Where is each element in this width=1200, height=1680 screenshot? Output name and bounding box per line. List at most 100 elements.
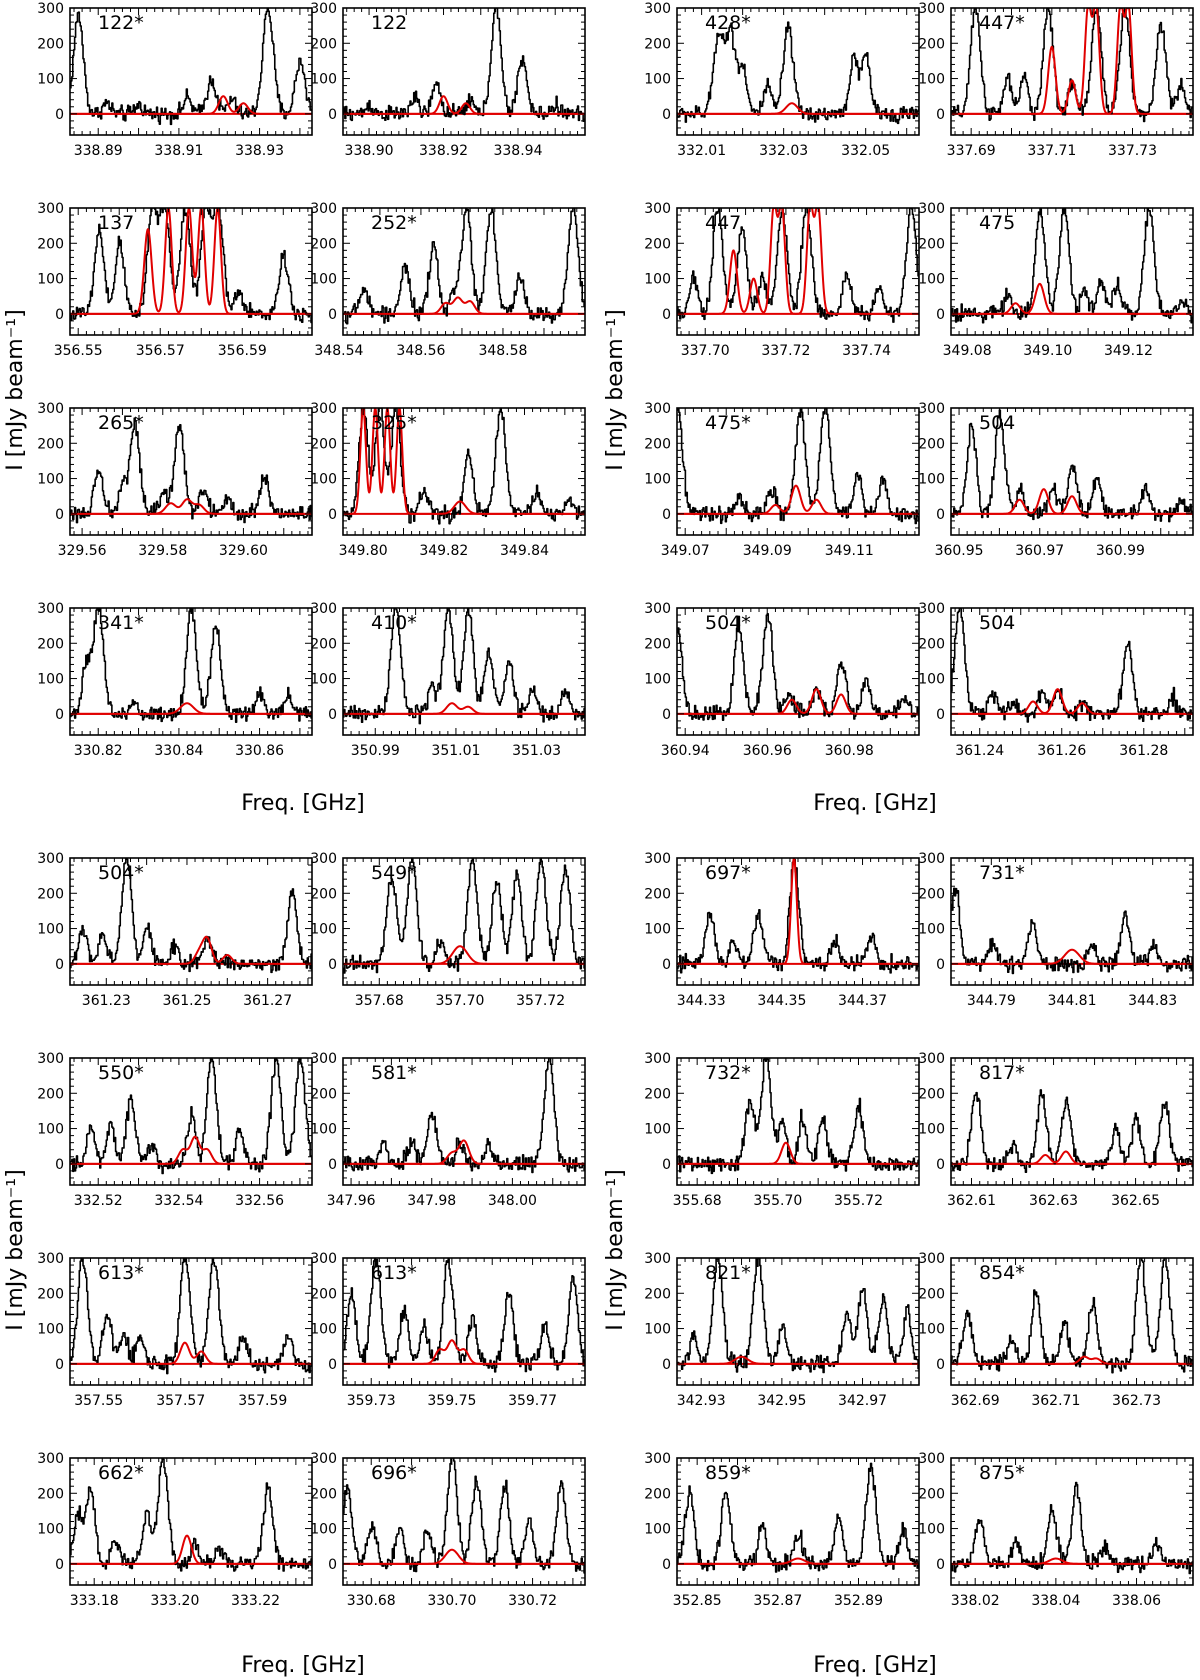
y-tick-label: 300 bbox=[918, 201, 945, 217]
y-tick-label: 0 bbox=[936, 1357, 945, 1373]
panel-p12: 0 100 200 300 360.95 360.97 360.99 504 bbox=[918, 401, 1194, 559]
x-tick-label: 356.59 bbox=[218, 343, 267, 359]
y-tick-label: 0 bbox=[936, 707, 945, 723]
panel-label: 581* bbox=[371, 1062, 417, 1084]
y-tick-label: 0 bbox=[662, 1557, 671, 1573]
model-spectrum bbox=[70, 1534, 312, 1565]
y-tick-label: 100 bbox=[644, 1322, 671, 1338]
y-tick-label: 100 bbox=[37, 672, 64, 688]
observed-spectrum bbox=[951, 208, 1193, 324]
x-tick-label: 356.57 bbox=[136, 343, 185, 359]
panel-label: 137 bbox=[98, 212, 134, 234]
plot-area bbox=[343, 1058, 585, 1174]
y-tick-label: 200 bbox=[310, 886, 337, 902]
plot-area bbox=[951, 8, 1193, 123]
x-tick-label: 357.72 bbox=[516, 993, 565, 1009]
panel-p30: 0 100 200 300 330.68 330.70 330.72 696* bbox=[310, 1451, 586, 1609]
model-spectrum bbox=[951, 282, 1193, 315]
plot-area bbox=[343, 408, 585, 525]
x-tick-label: 338.02 bbox=[951, 1593, 1000, 1609]
y-tick-label: 0 bbox=[936, 1557, 945, 1573]
x-tick-label: 348.56 bbox=[396, 343, 445, 359]
plot-area bbox=[70, 208, 312, 324]
panel-p15: 0 100 200 300 360.94 360.96 360.98 504* bbox=[644, 601, 920, 759]
x-tick-label: 329.56 bbox=[58, 543, 107, 559]
y-tick-label: 200 bbox=[37, 1286, 64, 1302]
y-tick-label: 300 bbox=[310, 401, 337, 417]
panel-label: 504* bbox=[98, 862, 144, 884]
x-tick-label: 344.33 bbox=[677, 993, 726, 1009]
x-tick-label: 333.18 bbox=[70, 1593, 119, 1609]
y-tick-label: 0 bbox=[328, 1157, 337, 1173]
panel-p28: 0 100 200 300 362.69 362.71 362.73 854* bbox=[918, 1251, 1194, 1409]
x-tick-label: 337.74 bbox=[842, 343, 891, 359]
x-tick-label: 362.73 bbox=[1112, 1393, 1161, 1409]
panel-p14: 0 100 200 300 350.99 351.01 351.03 410* bbox=[310, 601, 586, 759]
panel-p27: 0 100 200 300 342.93 342.95 342.97 821* bbox=[644, 1251, 920, 1409]
model-spectrum bbox=[70, 95, 312, 115]
model-spectrum bbox=[951, 1557, 1193, 1565]
model-spectrum bbox=[951, 688, 1193, 715]
observed-spectrum bbox=[343, 208, 585, 325]
x-tick-label: 360.95 bbox=[935, 543, 984, 559]
y-tick-label: 300 bbox=[644, 1251, 671, 1267]
plot-area bbox=[677, 858, 919, 974]
x-tick-label: 338.94 bbox=[493, 143, 542, 159]
x-tick-label: 344.81 bbox=[1048, 993, 1097, 1009]
x-tick-label: 329.60 bbox=[219, 543, 268, 559]
x-tick-label: 344.83 bbox=[1128, 993, 1177, 1009]
panel-p26: 0 100 200 300 359.73 359.75 359.77 613* bbox=[310, 1251, 586, 1409]
y-axis-title: I [mJy beam⁻¹] bbox=[603, 1169, 628, 1330]
panel-label: 697* bbox=[705, 862, 751, 884]
panel-label: 854* bbox=[979, 1262, 1025, 1284]
y-tick-label: 300 bbox=[310, 1, 337, 17]
y-tick-label: 200 bbox=[644, 1286, 671, 1302]
model-spectrum bbox=[70, 498, 312, 515]
panel-p32: 0 100 200 300 338.02 338.04 338.06 875* bbox=[918, 1451, 1194, 1609]
x-tick-label: 357.59 bbox=[238, 1393, 287, 1409]
observed-spectrum bbox=[343, 858, 585, 974]
model-spectrum bbox=[70, 208, 312, 315]
x-tick-label: 332.56 bbox=[235, 1193, 284, 1209]
panel-label: 817* bbox=[979, 1062, 1025, 1084]
panel-label: 550* bbox=[98, 1062, 144, 1084]
plot-area bbox=[343, 208, 585, 325]
x-tick-label: 355.70 bbox=[753, 1193, 802, 1209]
observed-spectrum bbox=[70, 8, 312, 126]
x-tick-label: 362.63 bbox=[1029, 1193, 1078, 1209]
y-tick-label: 300 bbox=[918, 1451, 945, 1467]
x-tick-label: 357.57 bbox=[156, 1393, 205, 1409]
x-tick-label: 349.11 bbox=[825, 543, 874, 559]
y-tick-label: 300 bbox=[644, 201, 671, 217]
x-tick-label: 342.93 bbox=[677, 1393, 726, 1409]
panel-p4: 0 100 200 300 337.69 337.71 337.73 447* bbox=[918, 1, 1194, 159]
panel-p21: 0 100 200 300 332.52 332.54 332.56 550* bbox=[37, 1051, 313, 1209]
y-tick-label: 200 bbox=[310, 1286, 337, 1302]
panel-p3: 0 100 200 300 332.01 332.03 332.05 428* bbox=[644, 1, 920, 159]
x-tick-label: 352.89 bbox=[834, 1593, 883, 1609]
y-tick-label: 100 bbox=[37, 72, 64, 88]
observed-spectrum bbox=[677, 858, 919, 974]
y-tick-label: 100 bbox=[310, 672, 337, 688]
panel-label: 341* bbox=[98, 612, 144, 634]
model-spectrum bbox=[677, 102, 919, 115]
plot-area bbox=[677, 408, 919, 525]
panel-label: 447* bbox=[979, 12, 1025, 34]
x-tick-label: 349.10 bbox=[1023, 343, 1072, 359]
x-tick-label: 348.00 bbox=[488, 1193, 537, 1209]
y-tick-label: 0 bbox=[936, 307, 945, 323]
y-tick-label: 0 bbox=[936, 107, 945, 123]
observed-spectrum bbox=[677, 208, 919, 323]
panel-label: 732* bbox=[705, 1062, 751, 1084]
observed-spectrum bbox=[70, 1258, 312, 1375]
panel-label: 875* bbox=[979, 1462, 1025, 1484]
x-tick-label: 330.68 bbox=[347, 1593, 396, 1609]
panel-label: 613* bbox=[371, 1262, 417, 1284]
panel-label: 662* bbox=[98, 1462, 144, 1484]
x-tick-label: 352.87 bbox=[753, 1593, 802, 1609]
observed-spectrum bbox=[343, 1258, 585, 1373]
y-tick-label: 200 bbox=[644, 236, 671, 252]
y-tick-label: 200 bbox=[644, 1486, 671, 1502]
y-tick-label: 300 bbox=[37, 401, 64, 417]
model-spectrum bbox=[343, 1339, 585, 1365]
